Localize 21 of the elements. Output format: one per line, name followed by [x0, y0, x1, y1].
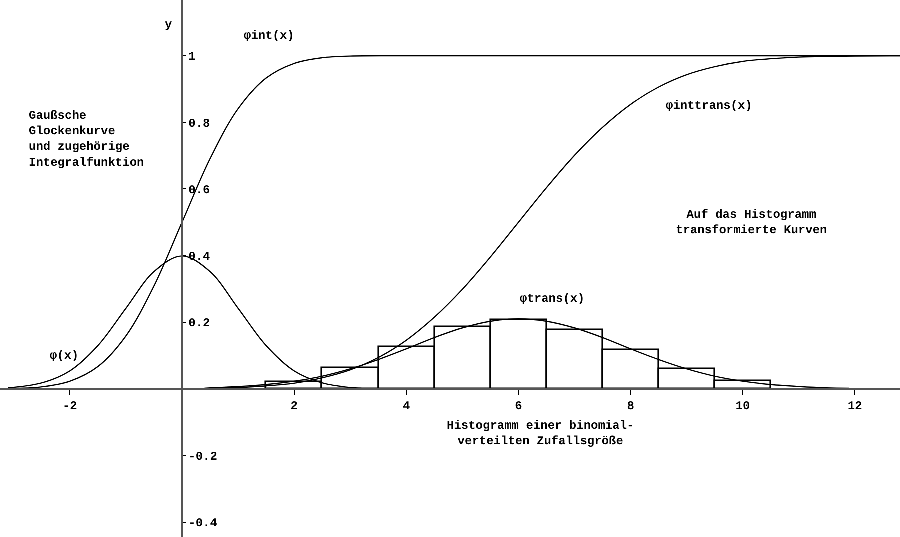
series-label: φtrans(x)	[520, 292, 585, 306]
series-label: φint(x)	[244, 29, 294, 43]
x-tick-label: 12	[848, 399, 862, 414]
y-tick-label: 0.8	[188, 116, 210, 131]
x-tick-label: 10	[736, 399, 750, 414]
y-tick-label: -0.4	[188, 516, 218, 531]
annotation: Auf das Histogramm transformierte Kurven	[676, 208, 828, 238]
y-axis-title: y	[165, 18, 172, 32]
y-tick-label: 0.4	[188, 250, 210, 264]
series-label: φ(x)	[50, 349, 79, 363]
x-tick-label: 6	[515, 399, 522, 414]
y-tick-label: -0.2	[188, 450, 218, 464]
x-tick-label: 8	[627, 399, 634, 414]
x-tick-label: -2	[62, 399, 78, 414]
y-tick-label: 0.2	[188, 316, 210, 331]
annotation: Histogramm einer binomial- verteilten Zufallsgröße	[447, 419, 634, 449]
annotation: Gaußsche Glockenkurve und zugehörige Integralfunktion	[29, 109, 144, 170]
series-label: φinttrans(x)	[666, 99, 752, 113]
x-tick-label: 4	[402, 399, 410, 414]
x-tick-label: 2	[290, 399, 298, 414]
y-tick-label: 1	[188, 50, 196, 64]
